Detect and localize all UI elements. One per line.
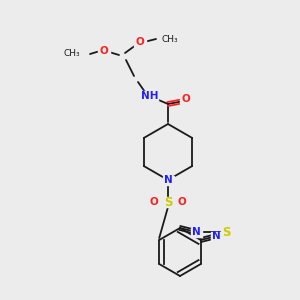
Bar: [180, 94, 192, 103]
Bar: [176, 197, 188, 206]
Text: CH₃: CH₃: [63, 50, 80, 58]
Text: CH₃: CH₃: [162, 34, 178, 43]
Bar: [134, 38, 146, 46]
Bar: [190, 227, 202, 236]
Text: O: O: [182, 94, 190, 104]
Bar: [221, 227, 233, 236]
Bar: [161, 197, 175, 207]
Text: NH: NH: [141, 91, 159, 101]
Text: N: N: [192, 227, 200, 237]
Text: O: O: [178, 197, 186, 207]
Bar: [148, 197, 160, 206]
Bar: [211, 232, 222, 241]
Text: N: N: [212, 231, 221, 241]
Text: S: S: [223, 226, 231, 238]
Text: S: S: [164, 196, 172, 208]
Text: N: N: [164, 175, 172, 185]
Bar: [163, 176, 173, 184]
Text: O: O: [150, 197, 158, 207]
Text: O: O: [100, 46, 108, 56]
Bar: [98, 46, 110, 56]
Bar: [142, 91, 158, 101]
Text: O: O: [136, 37, 144, 47]
